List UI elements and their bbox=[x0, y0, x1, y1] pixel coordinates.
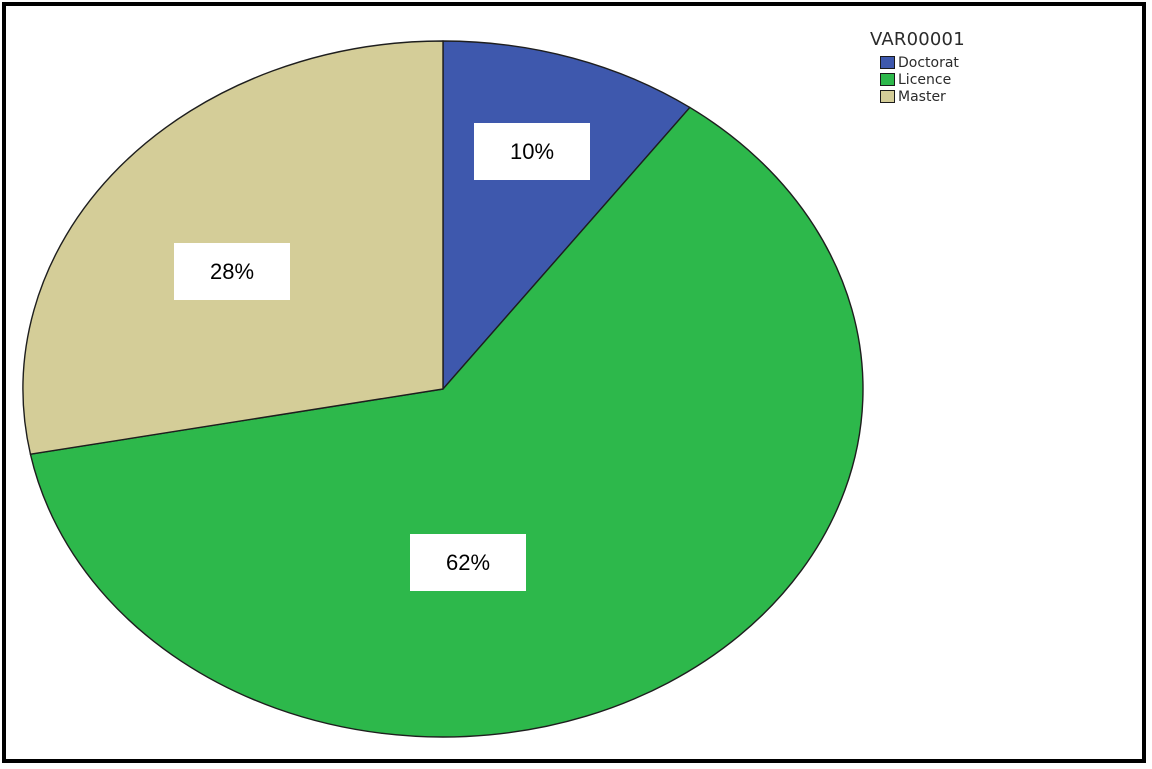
legend-item-licence: Licence bbox=[880, 71, 965, 88]
legend-label-licence: Licence bbox=[898, 71, 952, 88]
legend-label-master: Master bbox=[898, 88, 946, 105]
legend-label-doctorat: Doctorat bbox=[898, 54, 959, 71]
legend-swatch-master bbox=[880, 90, 895, 103]
legend-swatch-licence bbox=[880, 73, 895, 86]
legend: VAR00001 Doctorat Licence Master bbox=[870, 29, 965, 105]
pie-slice-licence bbox=[29, 106, 864, 738]
legend-item-master: Master bbox=[880, 88, 965, 105]
legend-swatch-doctorat bbox=[880, 56, 895, 69]
data-label-doctorat: 10% bbox=[474, 123, 590, 180]
data-label-master: 28% bbox=[174, 243, 290, 300]
data-label-licence: 62% bbox=[410, 534, 526, 591]
legend-item-doctorat: Doctorat bbox=[880, 54, 965, 71]
legend-title: VAR00001 bbox=[870, 29, 965, 50]
